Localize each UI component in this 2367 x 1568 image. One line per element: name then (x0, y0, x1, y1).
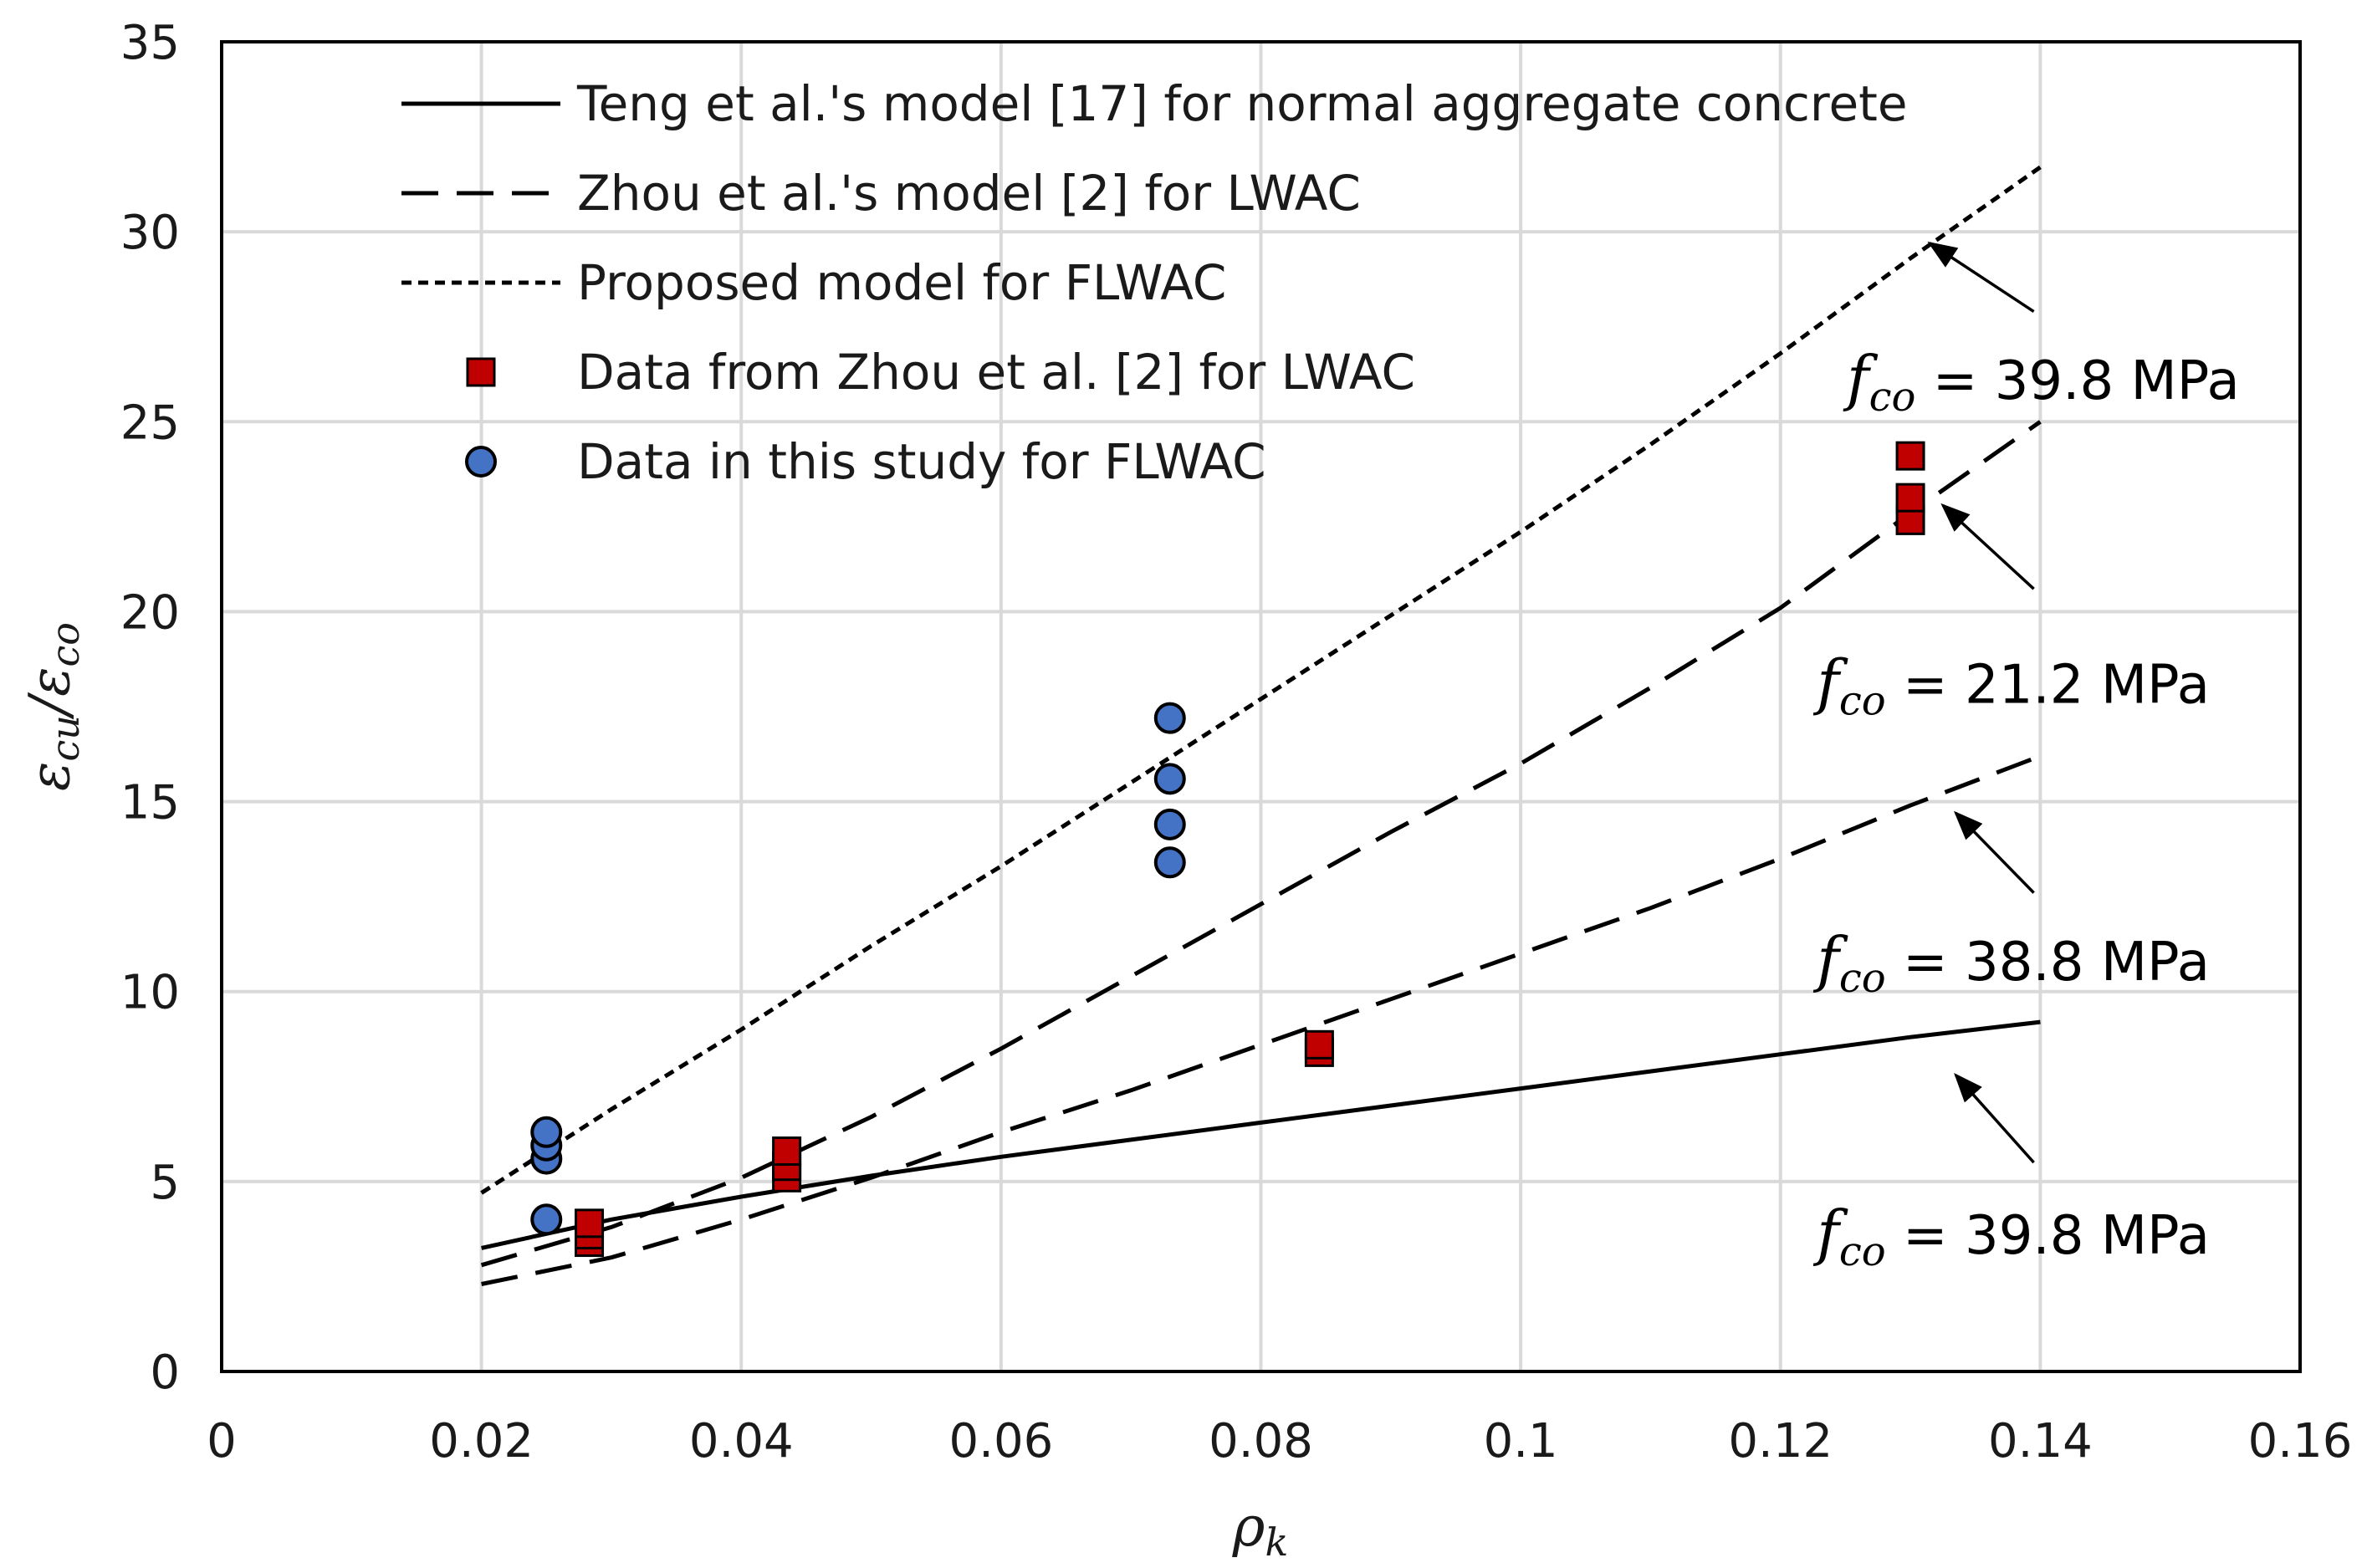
annotation-label-3: fco = 39.8 MPa (1812, 1198, 2210, 1275)
plot-frame (220, 40, 2302, 1373)
y-tick-label: 15 (120, 776, 180, 830)
legend-label-teng-et-al-s-model-17-for-normal-aggregate-concrete: Teng et al.'s model [17] for normal aggr… (576, 75, 1908, 132)
data-point-square (772, 1136, 802, 1167)
x-tick-label: 0.08 (1209, 1414, 1313, 1468)
y-tick-label: 10 (120, 966, 180, 1020)
series-line-zhou-et-al-s-model-2-for-lwac-1 (480, 420, 2042, 1268)
y-tick-label: 30 (120, 206, 180, 260)
x-tick-label: 0.06 (949, 1414, 1054, 1468)
data-point-square (1895, 441, 1925, 471)
data-point-circle (1153, 846, 1186, 879)
x-axis-label: ρk (1232, 1494, 1289, 1565)
legend-label-proposed-model-for-flwac: Proposed model for FLWAC (577, 254, 1226, 311)
y-tick-label: 25 (120, 396, 180, 450)
data-point-circle (1153, 763, 1186, 795)
y-tick-label: 35 (120, 16, 180, 70)
annotation-label-2: fco = 38.8 MPa (1812, 924, 2210, 1002)
legend: Teng et al.'s model [17] for normal aggr… (401, 75, 1908, 490)
data-point-circle (530, 1116, 563, 1148)
y-tick-label: 0 (150, 1346, 180, 1400)
data-point-square (1895, 483, 1925, 513)
series-line-teng-et-al-s-model-17-for-normal-aggregate-concrete-0 (481, 1019, 2041, 1250)
y-tick-label: 5 (150, 1156, 180, 1210)
series-line-proposed-model-for-flwac-3 (480, 165, 2042, 1195)
data-markers (530, 441, 1925, 1258)
legend-marker-circle (465, 446, 497, 478)
data-point-circle (530, 1203, 563, 1236)
data-point-square (575, 1208, 605, 1239)
annotation-arrow-3 (1954, 1073, 2035, 1164)
data-point-circle (1153, 702, 1186, 734)
x-tick-label: 0.02 (429, 1414, 534, 1468)
annotations: fco = 39.8 MPa fco = 21.2 MPa fco = 38.8 M… (1812, 241, 2240, 1275)
annotation-arrow-1 (1940, 503, 2035, 590)
legend-label-data-from-zhou-et-al-2-for-lwac: Data from Zhou et al. [2] for LWAC (577, 344, 1415, 401)
data-point-circle (1153, 808, 1186, 840)
y-axis-label: εcu/εco (18, 622, 88, 791)
x-axis-ticks: 0 0.02 0.04 0.06 0.08 0.1 0.12 0.14 0.16 (207, 1414, 2352, 1468)
y-tick-label: 20 (120, 585, 180, 640)
annotation-arrow-2 (1953, 810, 2035, 894)
y-axis-ticks: 0 5 10 15 20 25 30 35 (120, 16, 180, 1400)
model-lines (480, 165, 2042, 1286)
data-point-square (1304, 1029, 1334, 1060)
annotation-arrow-0 (1927, 241, 2035, 314)
x-tick-label: 0 (207, 1414, 237, 1468)
x-tick-label: 0.14 (1988, 1414, 2093, 1468)
gridlines (222, 42, 2300, 1371)
legend-label-zhou-et-al-s-model-2-for-lwac: Zhou et al.'s model [2] for LWAC (577, 165, 1361, 222)
x-tick-label: 0.12 (1728, 1414, 1833, 1468)
x-tick-label: 0.1 (1484, 1414, 1558, 1468)
legend-label-data-in-this-study-for-flwac: Data in this study for FLWAC (577, 433, 1266, 490)
x-tick-label: 0.16 (2248, 1414, 2353, 1468)
annotation-label-1: fco = 21.2 MPa (1812, 646, 2210, 724)
legend-marker-square (466, 357, 496, 387)
annotation-label-0: fco = 39.8 MPa (1843, 343, 2240, 421)
x-tick-label: 0.04 (689, 1414, 794, 1468)
